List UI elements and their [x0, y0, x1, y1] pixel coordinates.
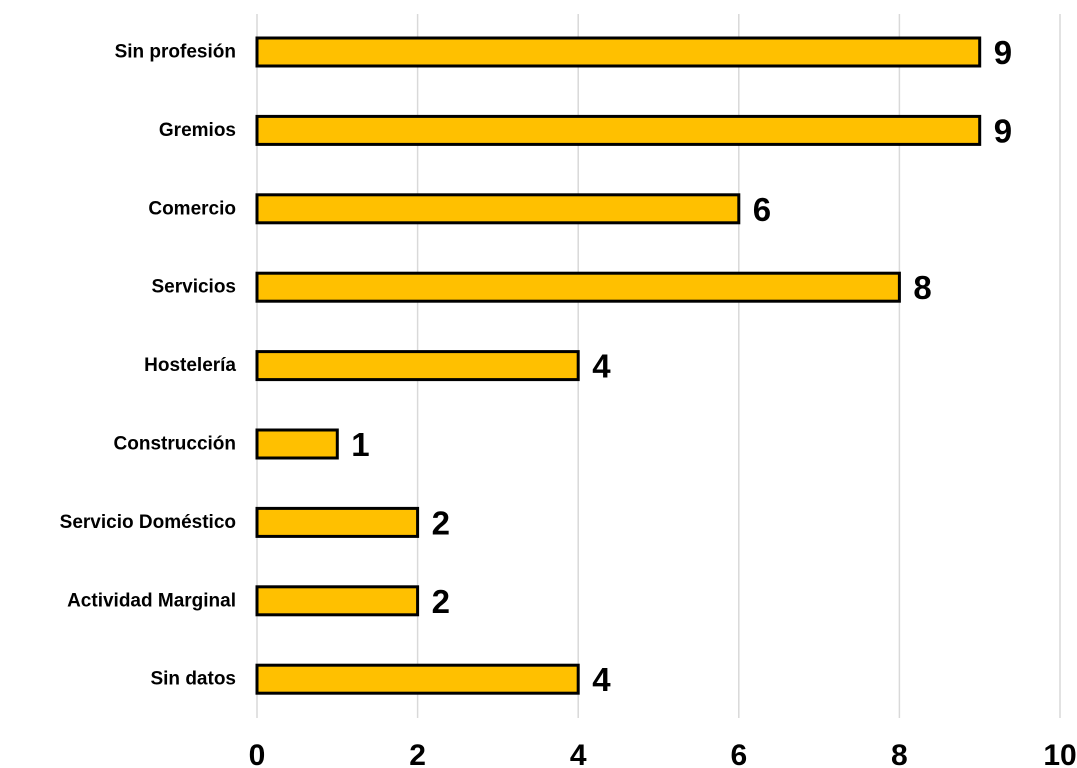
data-label: 9	[994, 34, 1012, 71]
data-label: 2	[432, 583, 450, 620]
x-tick-label: 4	[570, 739, 587, 768]
category-label: Servicios	[152, 277, 237, 298]
category-label: Hostelería	[144, 355, 236, 376]
category-label: Construcción	[114, 434, 236, 455]
x-tick-label: 8	[891, 739, 908, 768]
bar	[255, 271, 901, 303]
data-label: 4	[592, 661, 611, 698]
x-tick-label: 0	[249, 739, 266, 768]
bar	[255, 114, 982, 146]
data-label: 1	[351, 426, 369, 463]
category-label: Actividad Marginal	[67, 590, 236, 611]
category-label: Servicio Doméstico	[60, 512, 236, 533]
category-labels: Sin profesión Gremios Comercio Servicios Hos…	[60, 42, 237, 690]
bars	[255, 36, 982, 695]
bar	[255, 506, 420, 538]
data-label: 4	[592, 348, 611, 385]
x-tick-label: 6	[730, 739, 747, 768]
x-axis-tick-labels: 0 2 4 6 8 10	[249, 739, 1077, 768]
x-tick-label: 2	[409, 739, 426, 768]
bar	[255, 428, 339, 460]
x-tick-label: 10	[1043, 739, 1076, 768]
data-label: 9	[994, 112, 1012, 149]
bar	[255, 36, 982, 68]
category-label: Comercio	[148, 198, 236, 219]
data-label: 6	[753, 191, 771, 228]
value-labels: 9 9 6 8 4 1 2 2 4	[351, 34, 1012, 698]
bar	[255, 350, 580, 382]
data-label: 2	[432, 504, 450, 541]
bar	[255, 663, 580, 695]
bar	[255, 193, 741, 225]
category-label: Gremios	[159, 120, 236, 141]
data-label: 8	[913, 269, 931, 306]
bar	[255, 585, 420, 617]
category-label: Sin datos	[150, 669, 236, 690]
category-label: Sin profesión	[115, 42, 236, 63]
